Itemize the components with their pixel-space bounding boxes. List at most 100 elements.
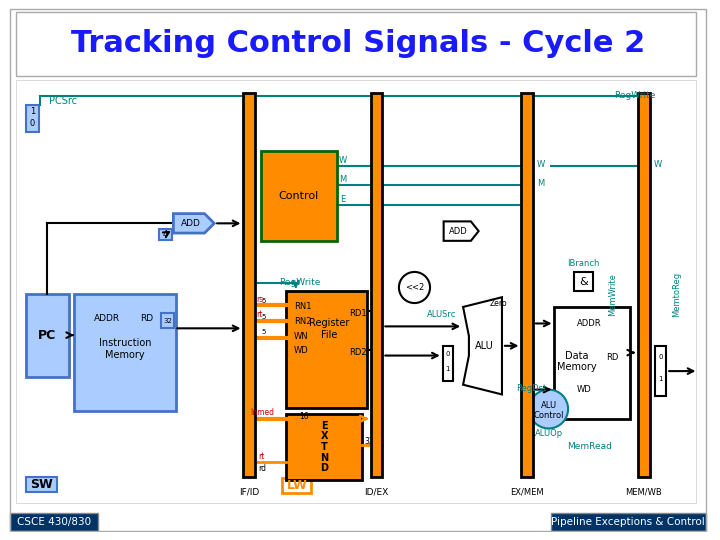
Bar — [261, 151, 337, 241]
Bar — [159, 229, 172, 240]
Text: rd: rd — [258, 464, 266, 473]
Text: Data: Data — [565, 350, 588, 361]
Text: X: X — [320, 431, 328, 441]
Bar — [74, 294, 176, 411]
Text: MemWrite: MemWrite — [608, 273, 617, 316]
Bar — [10, 513, 98, 530]
Text: 5: 5 — [261, 298, 266, 304]
Text: Zero: Zero — [490, 299, 507, 308]
Text: Memory: Memory — [105, 349, 145, 360]
Text: WN: WN — [294, 332, 309, 341]
Text: <<2: <<2 — [405, 283, 424, 292]
Text: rt: rt — [257, 310, 263, 319]
Text: WD: WD — [294, 346, 309, 355]
Text: E: E — [340, 194, 345, 204]
Text: RegWrite: RegWrite — [279, 278, 320, 287]
Text: 5: 5 — [261, 329, 266, 335]
Text: ADDR: ADDR — [577, 319, 601, 328]
Text: 1: 1 — [658, 376, 662, 382]
Text: SW: SW — [30, 478, 53, 491]
Text: D: D — [320, 463, 328, 474]
Text: ALUOp: ALUOp — [534, 429, 563, 438]
Text: ADDR: ADDR — [94, 314, 120, 323]
Bar — [16, 80, 696, 503]
Bar — [26, 477, 57, 491]
Text: 0: 0 — [658, 354, 662, 361]
Text: W: W — [536, 159, 545, 168]
Bar — [521, 93, 533, 477]
Polygon shape — [463, 297, 502, 394]
Text: E: E — [320, 421, 328, 430]
Text: MEM/WB: MEM/WB — [626, 487, 662, 496]
Text: ID/EX: ID/EX — [364, 487, 389, 496]
Bar — [282, 478, 312, 492]
Text: Control: Control — [534, 411, 564, 420]
Text: 1: 1 — [30, 107, 35, 116]
Text: 0: 0 — [30, 119, 35, 127]
Text: 0: 0 — [445, 350, 450, 356]
Text: Register: Register — [309, 319, 349, 328]
Text: ADD: ADD — [449, 227, 467, 235]
Text: W: W — [653, 159, 662, 168]
Text: 5: 5 — [261, 314, 266, 320]
Text: Tracking Control Signals - Cycle 2: Tracking Control Signals - Cycle 2 — [71, 29, 645, 58]
Text: MemRead: MemRead — [567, 442, 612, 451]
Polygon shape — [174, 214, 215, 233]
Bar — [443, 346, 454, 381]
Text: WD: WD — [577, 385, 592, 394]
Text: 32: 32 — [163, 318, 172, 323]
Bar — [638, 93, 649, 477]
Bar — [654, 346, 666, 396]
Text: M: M — [339, 175, 346, 184]
Text: Control: Control — [279, 191, 319, 201]
Text: T: T — [320, 442, 328, 452]
Bar — [286, 292, 367, 408]
Text: 16: 16 — [299, 413, 308, 421]
Bar — [26, 294, 69, 377]
Bar — [243, 93, 255, 477]
Text: ADD: ADD — [181, 219, 201, 228]
Text: rt: rt — [258, 452, 265, 461]
Text: Instruction: Instruction — [99, 338, 151, 348]
Bar — [16, 12, 696, 76]
Text: LW: LW — [287, 480, 307, 492]
Text: ALU: ALU — [541, 401, 557, 410]
Text: RD1: RD1 — [349, 309, 367, 318]
Text: 1: 1 — [445, 366, 450, 372]
Text: RegDst: RegDst — [516, 384, 546, 393]
Circle shape — [399, 272, 430, 303]
Bar — [286, 414, 362, 480]
Circle shape — [529, 389, 568, 428]
Text: ALU: ALU — [475, 341, 494, 351]
Polygon shape — [444, 221, 479, 241]
Bar — [26, 105, 39, 132]
Text: MemtoReg: MemtoReg — [672, 272, 681, 317]
Text: CSCE 430/830: CSCE 430/830 — [17, 517, 91, 527]
Text: RD: RD — [607, 353, 619, 362]
Bar — [371, 93, 382, 477]
Text: IBranch: IBranch — [567, 259, 600, 268]
Bar — [574, 272, 593, 292]
Text: 32: 32 — [364, 437, 374, 445]
Text: EX/MEM: EX/MEM — [510, 487, 544, 496]
Text: PCSrc: PCSrc — [48, 96, 76, 106]
Text: Memory: Memory — [557, 362, 597, 372]
Text: 4: 4 — [163, 230, 168, 239]
Bar — [554, 307, 630, 418]
Text: rs: rs — [256, 295, 264, 303]
Text: M: M — [537, 179, 544, 188]
Text: Inmed: Inmed — [250, 408, 274, 417]
Text: ALUSrc: ALUSrc — [427, 310, 456, 319]
Text: RN1: RN1 — [294, 302, 312, 312]
Bar — [551, 513, 706, 530]
Text: N: N — [320, 453, 328, 463]
Text: RD: RD — [140, 314, 153, 323]
Text: RN2: RN2 — [294, 317, 312, 326]
Text: &: & — [580, 276, 588, 287]
Text: W: W — [338, 156, 346, 165]
Text: RD2: RD2 — [349, 348, 367, 357]
Text: IF/ID: IF/ID — [239, 487, 259, 496]
Text: RegWrite: RegWrite — [614, 91, 656, 100]
Text: Pipeline Exceptions & Control: Pipeline Exceptions & Control — [552, 517, 705, 527]
Bar — [161, 313, 174, 328]
